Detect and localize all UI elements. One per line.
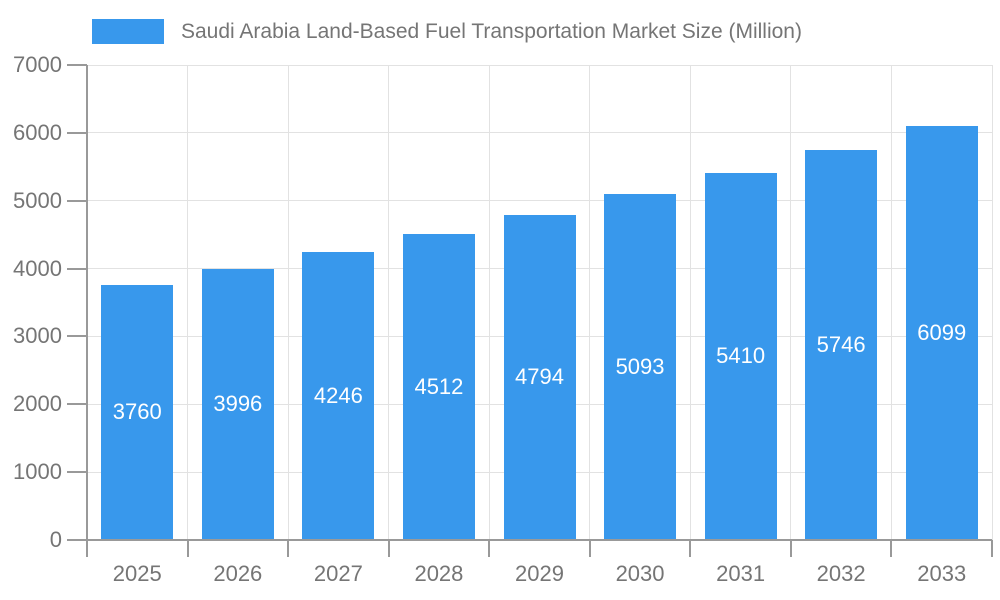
y-axis-tick [67, 131, 87, 134]
bar: 6099 [905, 126, 978, 540]
y-axis-tick [67, 64, 87, 66]
y-axis-tick [67, 267, 87, 270]
v-gridline [991, 65, 993, 540]
x-axis-tick [186, 540, 189, 557]
bar-value-label: 4794 [515, 364, 564, 390]
bar-value-label: 4246 [313, 382, 363, 408]
x-axis-tick [890, 540, 893, 557]
x-tick-label: 2033 [917, 561, 967, 586]
x-tick-label: 2030 [615, 561, 665, 586]
v-gridline [287, 65, 289, 540]
y-tick-label: 3000 [13, 323, 62, 349]
y-tick-label: 6000 [13, 119, 62, 145]
x-axis-tick [287, 540, 290, 557]
bar: 3996 [201, 268, 274, 540]
x-axis-tick [689, 540, 692, 557]
h-gridline [87, 132, 992, 134]
legend-label: Saudi Arabia Land-Based Fuel Transportat… [181, 20, 802, 43]
v-gridline [187, 65, 189, 540]
v-gridline [790, 65, 792, 540]
y-tick-label: 0 [49, 527, 62, 552]
h-gridline [87, 64, 992, 66]
bar-value-label: 5093 [615, 354, 665, 380]
bar: 4246 [302, 251, 375, 540]
bar: 5093 [604, 194, 677, 540]
x-tick-label: 2025 [112, 561, 162, 586]
h-gridline [87, 200, 992, 202]
x-tick-label: 2028 [414, 561, 464, 586]
bar: 5410 [704, 172, 777, 540]
y-axis-tick [67, 539, 87, 541]
y-axis-line [86, 65, 88, 540]
y-tick-label: 5000 [13, 187, 62, 213]
v-gridline [689, 65, 691, 540]
legend-swatch-icon [92, 19, 164, 44]
y-axis-tick [67, 403, 87, 406]
x-axis-tick [488, 540, 491, 557]
bar-value-label: 3760 [112, 399, 162, 425]
bar: 4794 [503, 214, 576, 540]
y-tick-label: 7000 [13, 52, 62, 77]
x-axis-tick [789, 540, 792, 557]
bar-value-label: 4512 [414, 373, 464, 399]
x-axis-tick [991, 540, 993, 557]
y-axis-tick [67, 471, 87, 474]
bar-value-label: 5410 [716, 343, 766, 369]
x-tick-label: 2027 [313, 561, 363, 586]
y-tick-label: 1000 [13, 459, 62, 485]
x-axis-tick [588, 540, 591, 557]
v-gridline [890, 65, 892, 540]
y-axis-tick [67, 199, 87, 202]
legend[interactable]: Saudi Arabia Land-Based Fuel Transportat… [92, 19, 802, 44]
x-tick-label: 2026 [213, 561, 263, 586]
y-tick-label: 2000 [13, 391, 62, 417]
bar-value-label: 3996 [213, 391, 263, 417]
bar-value-label: 6099 [917, 320, 967, 346]
v-gridline [388, 65, 390, 540]
x-tick-label: 2029 [515, 561, 564, 586]
bar: 5746 [805, 150, 878, 540]
x-axis-tick [387, 540, 390, 557]
y-axis-tick [67, 335, 87, 338]
x-axis-tick [86, 540, 88, 557]
v-gridline [488, 65, 490, 540]
bar-value-label: 5746 [816, 332, 866, 358]
x-tick-label: 2031 [716, 561, 766, 586]
v-gridline [589, 65, 591, 540]
x-tick-label: 2032 [816, 561, 866, 586]
x-axis-line [87, 539, 992, 541]
bar: 4512 [402, 233, 475, 540]
bar: 3760 [101, 284, 174, 540]
y-tick-label: 4000 [13, 255, 62, 281]
